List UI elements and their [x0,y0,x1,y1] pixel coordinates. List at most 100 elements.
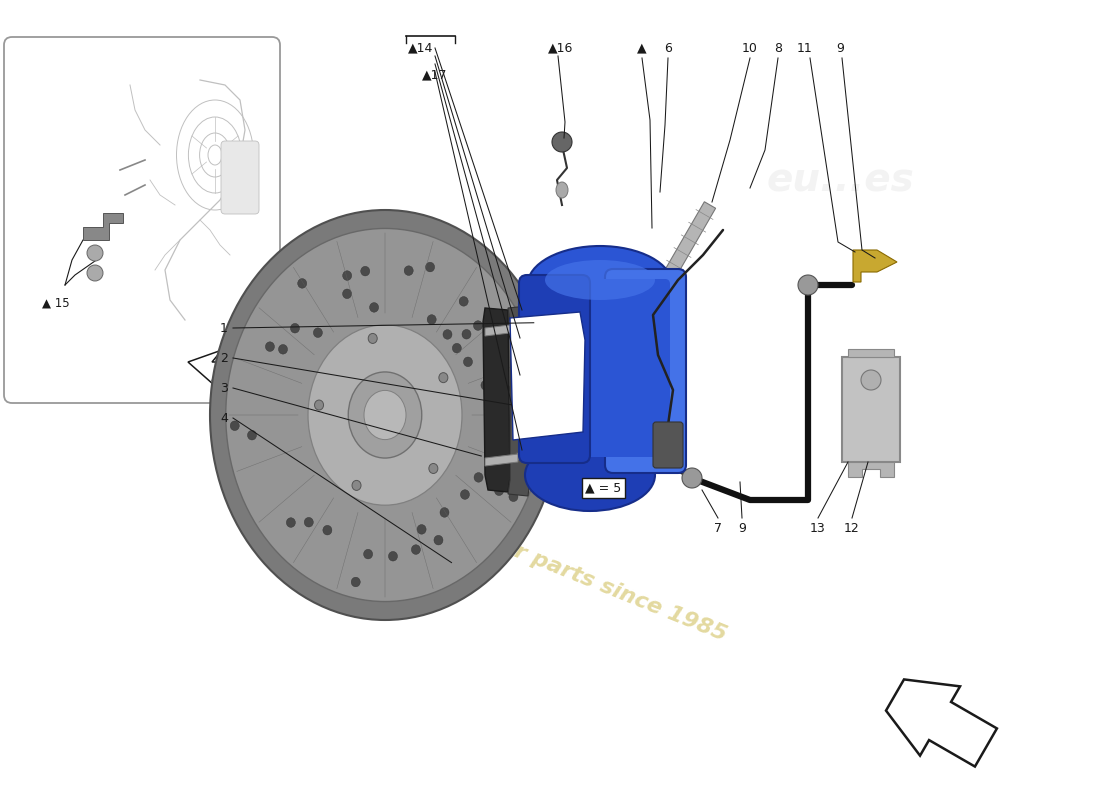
Ellipse shape [248,430,256,440]
FancyBboxPatch shape [4,37,280,403]
Ellipse shape [351,578,360,587]
FancyBboxPatch shape [605,269,686,473]
Ellipse shape [210,210,560,620]
Ellipse shape [499,335,508,345]
Text: 3: 3 [220,382,228,394]
Ellipse shape [411,545,420,554]
Text: 2: 2 [220,351,228,365]
Ellipse shape [343,270,352,280]
Ellipse shape [463,357,473,366]
Text: 6: 6 [664,42,672,54]
Ellipse shape [426,262,434,272]
Ellipse shape [461,490,470,499]
Circle shape [87,265,103,281]
Ellipse shape [443,330,452,339]
Text: ▲ = 5: ▲ = 5 [585,482,622,494]
Polygon shape [518,312,572,480]
Bar [516,332,574,340]
Text: ▲ 15: ▲ 15 [42,297,69,310]
Ellipse shape [417,525,426,534]
Ellipse shape [537,409,547,421]
Polygon shape [886,679,997,766]
Text: 12: 12 [844,522,860,534]
Text: eu...es: eu...es [766,161,914,199]
Polygon shape [852,250,896,282]
Text: 9: 9 [738,522,746,534]
Ellipse shape [230,421,240,430]
Ellipse shape [452,343,461,353]
Bar [848,349,894,357]
Circle shape [552,132,572,152]
Ellipse shape [474,473,483,482]
Ellipse shape [495,486,504,495]
Ellipse shape [439,373,448,382]
Ellipse shape [462,330,471,339]
Ellipse shape [286,518,296,527]
Ellipse shape [481,381,490,390]
Bar [516,363,574,375]
Bar [516,452,574,460]
Polygon shape [82,213,123,240]
Ellipse shape [500,384,510,394]
Ellipse shape [305,518,314,527]
Ellipse shape [528,246,672,324]
Circle shape [798,275,818,295]
Polygon shape [510,312,585,440]
Ellipse shape [364,550,373,559]
Text: ▲14: ▲14 [408,42,433,54]
Ellipse shape [315,400,323,410]
Ellipse shape [495,411,504,421]
Bar [842,357,900,462]
Ellipse shape [491,431,499,441]
Ellipse shape [434,535,443,545]
Ellipse shape [429,463,438,474]
Text: 13: 13 [810,522,826,534]
Ellipse shape [427,314,437,324]
Polygon shape [508,306,530,496]
Ellipse shape [388,551,397,561]
Ellipse shape [404,266,414,275]
Ellipse shape [298,278,307,288]
Polygon shape [483,308,510,492]
Text: 1: 1 [220,322,228,334]
Ellipse shape [352,480,361,490]
Ellipse shape [349,372,421,458]
Bar [516,413,574,425]
Ellipse shape [290,323,299,333]
FancyBboxPatch shape [519,275,590,463]
Ellipse shape [308,325,462,506]
Text: ▲16: ▲16 [548,42,573,54]
Ellipse shape [323,526,332,535]
Ellipse shape [556,182,568,198]
Text: ▲17: ▲17 [422,69,448,82]
Ellipse shape [525,439,654,511]
Ellipse shape [342,289,352,298]
Ellipse shape [361,266,370,276]
Text: 8: 8 [774,42,782,54]
Text: 11: 11 [798,42,813,54]
Text: 4: 4 [220,411,228,425]
Text: a passion for parts since 1985: a passion for parts since 1985 [371,485,729,645]
Ellipse shape [473,321,483,330]
Ellipse shape [265,342,274,351]
Circle shape [87,245,103,261]
Polygon shape [485,324,518,336]
Circle shape [861,370,881,390]
Ellipse shape [537,394,547,406]
Text: 10: 10 [742,42,758,54]
Polygon shape [848,462,894,477]
Ellipse shape [364,390,406,440]
Ellipse shape [314,328,322,338]
Ellipse shape [509,492,518,502]
Ellipse shape [278,345,287,354]
Text: ▲: ▲ [637,42,647,54]
Text: 9: 9 [836,42,844,54]
Ellipse shape [368,334,377,343]
Polygon shape [485,454,518,466]
Ellipse shape [370,302,378,312]
Ellipse shape [226,229,544,602]
Ellipse shape [440,508,449,518]
Ellipse shape [487,366,497,375]
Polygon shape [188,350,258,392]
FancyBboxPatch shape [221,141,258,214]
